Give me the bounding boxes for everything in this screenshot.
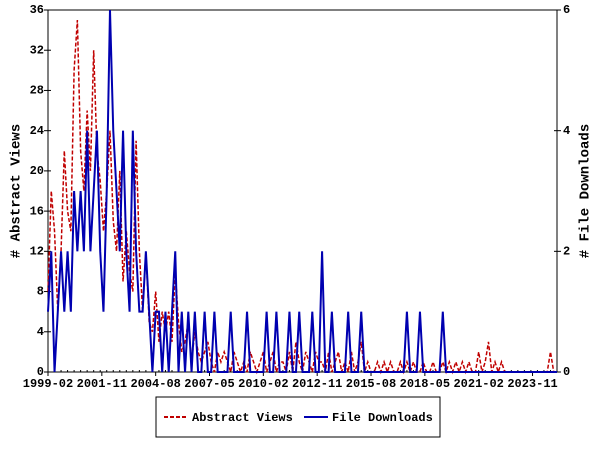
x-tick-label: 2007-05: [184, 377, 234, 391]
x-tick-label: 2015-08: [346, 377, 396, 391]
y-tick-label: 20: [30, 164, 44, 178]
y-tick-label: 4: [37, 325, 44, 339]
y-axis-label: # Abstract Views: [9, 124, 25, 258]
legend-label: Abstract Views: [192, 411, 293, 425]
x-tick-label: 2018-05: [400, 377, 450, 391]
y-tick-label: 28: [30, 84, 44, 98]
y2-tick-label: 0: [563, 365, 570, 379]
x-tick-label: 2021-02: [453, 377, 503, 391]
y-tick-label: 8: [37, 285, 44, 299]
y-tick-label: 16: [30, 204, 44, 218]
x-tick-label: 2010-02: [238, 377, 288, 391]
y-tick-label: 24: [30, 124, 44, 138]
x-tick-label: 2023-11: [507, 377, 557, 391]
y-tick-label: 32: [30, 43, 44, 57]
y2-axis-label: # File Downloads: [578, 124, 594, 258]
y-tick-label: 0: [37, 365, 44, 379]
x-tick-label: 1999-02: [23, 377, 73, 391]
y2-tick-label: 2: [563, 245, 570, 259]
x-tick-label: 2012-11: [292, 377, 342, 391]
legend-box: [155, 396, 441, 438]
y2-tick-label: 4: [563, 124, 570, 138]
data-line: [47, 9, 557, 373]
y2-tick-label: 6: [563, 3, 570, 17]
y-tick-label: 36: [30, 3, 44, 17]
legend-label: File Downloads: [332, 411, 433, 425]
y-tick-label: 12: [30, 245, 44, 259]
x-tick-label: 2001-11: [77, 377, 127, 391]
x-tick-label: 2004-08: [130, 377, 180, 391]
